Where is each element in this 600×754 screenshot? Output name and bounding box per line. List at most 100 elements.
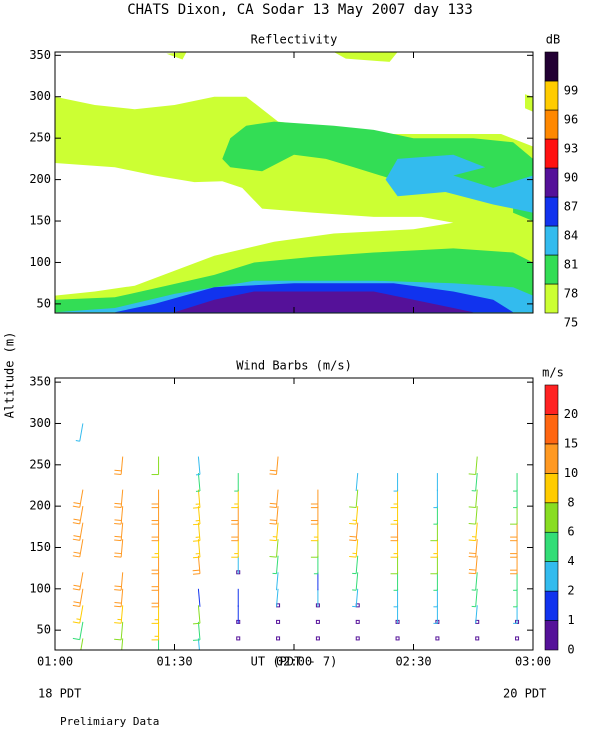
wind-barb (352, 589, 358, 607)
wind-barb (73, 589, 83, 607)
barb-feather (349, 523, 356, 524)
wind-barb (433, 572, 437, 590)
colorbar-label: m/s (542, 366, 564, 380)
barb-staff (80, 539, 83, 557)
wind-barb (193, 523, 200, 542)
colorbar-tick-label: 93 (564, 142, 578, 156)
wind-barb (114, 523, 123, 541)
barb-feather (114, 470, 121, 471)
barb-staff (276, 539, 278, 557)
barb-staff (476, 572, 478, 590)
wind-barb (193, 556, 200, 575)
wind-barb (270, 523, 279, 541)
wind-barb (349, 539, 358, 557)
barb-feather (270, 520, 277, 521)
calm-marker (277, 637, 280, 640)
wind-barb (314, 556, 318, 574)
barb-feather (114, 553, 121, 554)
colorbar-tick-label: 84 (564, 229, 578, 243)
y-tick-label: 300 (29, 89, 51, 103)
barb-feather (73, 523, 80, 524)
colorbar-box (545, 591, 558, 620)
calm-marker (436, 637, 439, 640)
calm-marker (277, 620, 280, 623)
calm-marker (316, 637, 319, 640)
barb-staff (198, 523, 200, 541)
wind-barb (430, 556, 437, 574)
barb-feather (114, 557, 121, 558)
y-tick-label: 300 (29, 416, 51, 430)
barb-feather (469, 540, 476, 541)
wind-barb (73, 490, 83, 508)
colorbar-tick-label: 87 (564, 200, 578, 214)
wind-barb (311, 523, 318, 541)
wind-barb (430, 523, 437, 541)
barb-feather (114, 536, 121, 537)
wind-barb (231, 523, 238, 541)
barb-staff (198, 622, 200, 640)
calm-marker (316, 620, 319, 623)
wind-barb (193, 622, 200, 641)
barb-staff (198, 473, 200, 491)
barb-feather (469, 569, 476, 570)
barb-feather (114, 656, 121, 657)
barb-feather (73, 536, 80, 537)
wind-barb (472, 589, 478, 607)
barb-feather (270, 557, 277, 558)
wind-barb (513, 589, 517, 607)
wind-barb (430, 539, 437, 557)
wind-barb (73, 605, 83, 623)
barb-staff (276, 556, 278, 574)
barb-staff (276, 490, 278, 508)
barb-staff (121, 506, 123, 524)
barb-staff (198, 605, 200, 623)
colorbar-tick-label: 15 (564, 436, 578, 450)
wind-barb (394, 572, 398, 590)
end-label: 20 PDT (503, 687, 546, 701)
wind-barb (152, 572, 159, 590)
barb-feather (114, 523, 121, 524)
barb-feather (193, 508, 200, 509)
barb-feather (114, 474, 121, 475)
wind-barb (73, 638, 83, 656)
barb-staff (276, 457, 278, 475)
colorbar-tick-label: 2 (567, 584, 574, 598)
colorbar-tick-label: 20 (564, 407, 578, 421)
barb-staff (476, 556, 478, 574)
wind-barb (76, 423, 83, 441)
wind-barb (234, 473, 238, 491)
x-tick-label: 03:00 (515, 655, 551, 669)
wind-barb (152, 523, 159, 541)
barb-staff (80, 523, 83, 541)
colorbar-box (545, 562, 558, 591)
y-tick-label: 50 (37, 296, 51, 310)
wind-barb (391, 490, 398, 508)
barb-feather (73, 638, 80, 639)
barb-staff (276, 523, 278, 541)
wind-barb (391, 506, 398, 524)
calm-marker (476, 637, 479, 640)
barb-staff (476, 473, 478, 491)
wind-barb (472, 473, 478, 491)
barb-staff (80, 589, 83, 607)
wind-barb (114, 638, 123, 656)
colorbar-box (545, 414, 558, 443)
colorbar-tick-label: 10 (564, 466, 578, 480)
barb-staff (121, 490, 123, 508)
calm-marker (356, 637, 359, 640)
barb-staff (80, 638, 83, 656)
colorbar-tick-label: 8 (567, 495, 574, 509)
x-tick-label: 01:30 (156, 655, 192, 669)
y-axis-label: Altitude (m) (3, 332, 17, 419)
barb-feather (73, 602, 80, 603)
barb-feather (349, 507, 356, 508)
contour-region (334, 52, 398, 62)
colorbar-tick-label: 81 (564, 258, 578, 272)
y-tick-label: 150 (29, 214, 51, 228)
wind-barb (270, 506, 279, 524)
barb-feather (270, 507, 277, 508)
wind-barb (73, 539, 83, 557)
barb-feather (193, 623, 200, 624)
wind-barb (114, 589, 123, 607)
